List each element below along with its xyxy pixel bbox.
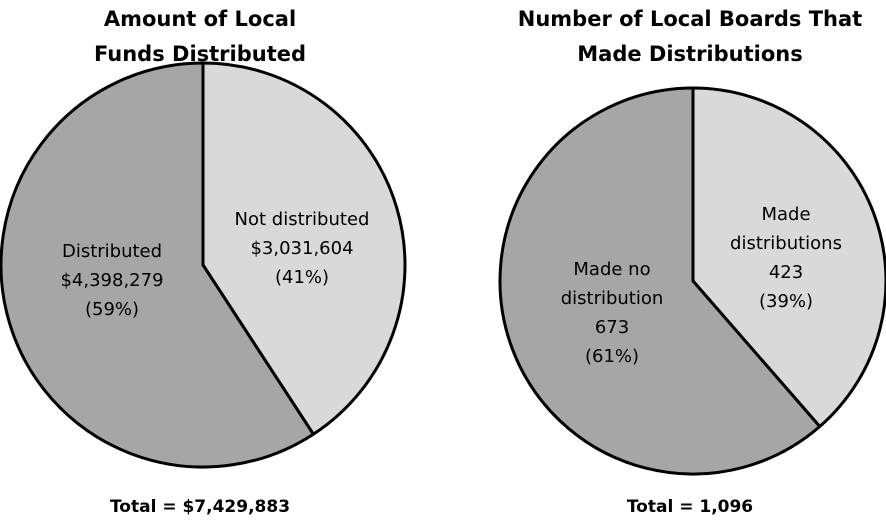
slice-label: (39%) [759, 291, 813, 312]
chart-title: Amount of Local [104, 7, 296, 31]
pie-slice [691, 86, 886, 429]
total-note: Total = 1,096 [627, 497, 753, 517]
chart-title: Number of Local Boards That [518, 7, 862, 31]
slice-label: $4,398,279 [60, 270, 163, 291]
slice-label: Made [761, 204, 810, 225]
slice-label: distributions [730, 233, 842, 254]
slice-label: Not distributed [235, 209, 370, 230]
slice-label: 423 [769, 262, 803, 283]
slice-label: $3,031,604 [250, 238, 353, 259]
slice-label: Made no [573, 259, 650, 280]
slice-label: distribution [561, 288, 664, 309]
slice-label: (41%) [275, 267, 329, 288]
pie-slice [0, 61, 315, 469]
total-note: Total = $7,429,883 [110, 497, 290, 517]
pie-slice [498, 86, 822, 476]
slice-label: (59%) [85, 299, 139, 320]
chart-title: Made Distributions [577, 42, 802, 66]
slice-label: (61%) [585, 346, 639, 367]
slice-label: 673 [595, 317, 629, 338]
slice-label: Distributed [62, 241, 162, 262]
